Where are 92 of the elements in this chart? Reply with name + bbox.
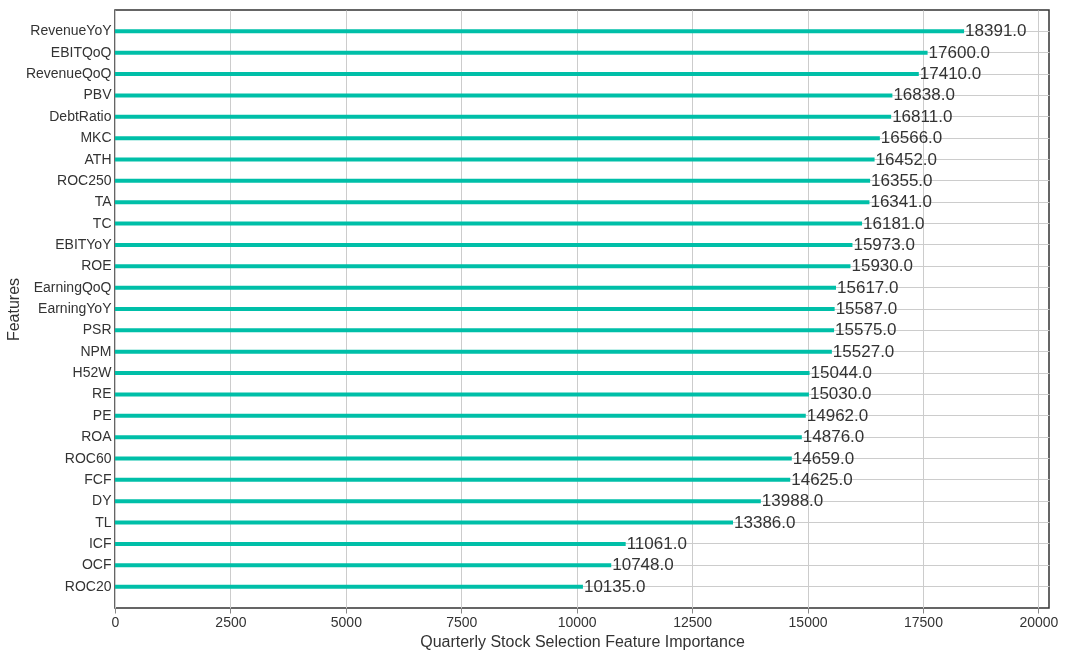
data-label: 17600.0 <box>928 42 991 62</box>
bar <box>115 371 810 376</box>
bar <box>115 328 835 333</box>
data-label: 15973.0 <box>853 234 915 254</box>
y-tick-label: EBITYoY <box>55 235 113 252</box>
bar <box>115 114 892 119</box>
bar <box>115 72 919 77</box>
y-tick-label: RevenueYoY <box>30 22 113 39</box>
y-tick-label: H52W <box>72 364 113 381</box>
data-label: 15044.0 <box>810 363 873 383</box>
x-tick-label: 20000 <box>1019 613 1059 630</box>
y-tick-label: OCF <box>81 556 112 573</box>
bar <box>115 178 871 183</box>
x-tick-label: 15000 <box>788 613 828 630</box>
data-label: 15930.0 <box>851 256 913 276</box>
data-label: 16838.0 <box>893 85 955 105</box>
y-tick-label: RE <box>92 385 112 402</box>
x-axis-title: Quarterly Stock Selection Feature Importance <box>420 632 745 650</box>
bar <box>115 541 626 546</box>
data-label: 15617.0 <box>837 277 899 297</box>
y-tick-label: EarningQoQ <box>33 278 112 295</box>
y-tick-label: FCF <box>84 470 112 487</box>
x-tick-label: 10000 <box>557 613 597 630</box>
data-label: 15575.0 <box>835 320 897 340</box>
y-tick-label: PBV <box>83 86 113 103</box>
data-label: 18391.0 <box>965 21 1027 41</box>
y-tick-label: ROC20 <box>64 577 112 594</box>
data-label: 15527.0 <box>832 341 895 361</box>
bar <box>115 520 734 525</box>
bar <box>115 29 965 34</box>
data-label: 11061.0 <box>626 533 687 553</box>
bar <box>115 285 837 290</box>
data-label: 14962.0 <box>806 405 869 425</box>
y-tick-label: TA <box>94 193 113 210</box>
y-tick-label: MKC <box>80 129 112 146</box>
x-tick-label: 2500 <box>215 613 247 630</box>
x-tick-label: 12500 <box>673 613 713 630</box>
x-tick-label: 7500 <box>446 613 478 630</box>
data-label: 14625.0 <box>791 469 853 489</box>
bar <box>115 456 792 461</box>
y-tick-label: PSR <box>82 321 112 338</box>
y-tick-label: DebtRatio <box>49 107 112 124</box>
y-tick-label: TL <box>95 513 112 530</box>
data-label: 15587.0 <box>835 299 898 318</box>
y-tick-label: ROA <box>81 428 113 445</box>
data-label: 10748.0 <box>612 555 674 575</box>
bar <box>115 157 875 162</box>
data-label: 16181.0 <box>863 213 925 233</box>
data-label: 13988.0 <box>761 491 824 511</box>
y-tick-label: EBITQoQ <box>50 43 112 60</box>
y-tick-label: PE <box>92 406 112 423</box>
y-tick-label: ROC250 <box>57 171 112 188</box>
data-label: 14876.0 <box>802 427 865 447</box>
bar <box>115 349 832 354</box>
bar <box>115 413 806 418</box>
bar <box>115 264 851 269</box>
bar <box>115 221 863 226</box>
bar <box>115 477 791 482</box>
data-label: 16811.0 <box>892 106 953 126</box>
y-tick-label: TC <box>92 214 112 231</box>
bar <box>115 307 835 311</box>
data-label: 16355.0 <box>871 170 933 190</box>
y-tick-label: ATH <box>84 150 112 167</box>
y-axis-title: Features <box>4 277 22 342</box>
x-tick-label: 5000 <box>330 613 363 630</box>
data-label: 16341.0 <box>870 192 932 212</box>
bar <box>115 435 802 440</box>
data-label: 14659.0 <box>792 448 855 468</box>
bar <box>115 563 612 568</box>
x-tick-label: 17500 <box>903 613 944 630</box>
y-tick-label: DY <box>92 492 113 509</box>
y-tick-label: RevenueQoQ <box>25 65 112 82</box>
y-tick-label: NPM <box>80 342 112 359</box>
bar <box>115 136 880 141</box>
data-label: 17410.0 <box>919 64 982 84</box>
x-tick-label: 0 <box>111 613 120 630</box>
bar <box>115 93 893 98</box>
y-tick-label: ROC60 <box>64 449 112 466</box>
bar <box>115 584 583 589</box>
data-label: 13386.0 <box>734 512 796 532</box>
y-tick-label: ROE <box>81 257 112 274</box>
y-tick-label: EarningYoY <box>38 300 113 316</box>
y-tick-label: ICF <box>88 534 112 551</box>
bar <box>115 50 928 55</box>
data-label: 16566.0 <box>880 128 943 148</box>
data-label: 16452.0 <box>875 149 938 169</box>
bar <box>115 392 809 397</box>
data-label: 10135.0 <box>583 576 646 596</box>
bar <box>115 499 761 504</box>
bar <box>115 242 853 247</box>
data-label: 15030.0 <box>809 384 872 404</box>
bar <box>115 200 870 205</box>
